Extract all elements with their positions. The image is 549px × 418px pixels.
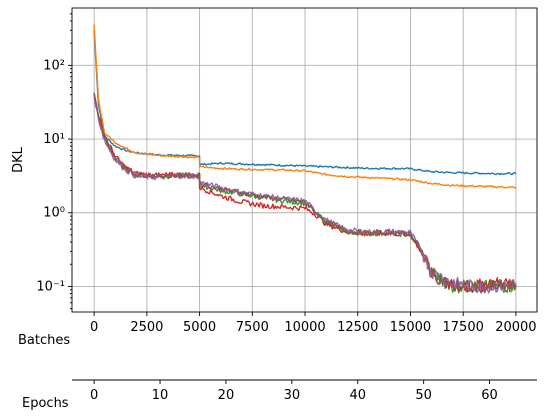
x-tick-label: 12500 (337, 320, 378, 335)
y-axis-label: DKL (11, 146, 26, 173)
epochs-tick-label: 0 (90, 388, 98, 403)
y-tick-label: 10⁻¹ (36, 279, 65, 294)
x-tick-label: 5000 (183, 320, 216, 335)
epochs-tick-label: 50 (415, 388, 432, 403)
series-line-2 (93, 24, 517, 189)
epochs-tick-label: 10 (152, 388, 169, 403)
x-tick-label: 2500 (130, 320, 163, 335)
x-axis-label-epochs: Epochs (22, 396, 69, 411)
epochs-tick-label: 30 (284, 388, 301, 403)
x-axis-label-batches: Batches (18, 333, 70, 348)
x-tick-label: 10000 (284, 320, 325, 335)
x-tick-label: 20000 (495, 320, 536, 335)
x-tick-label: 0 (90, 320, 98, 335)
x-tick-label: 15000 (390, 320, 431, 335)
grid (72, 8, 537, 312)
epochs-tick-label: 60 (481, 388, 498, 403)
y-tick-label: 10¹ (43, 132, 65, 147)
y-tick-label: 10² (43, 58, 65, 73)
epochs-tick-label: 40 (349, 388, 366, 403)
plot-frame (71, 7, 538, 313)
x-tick-label: 17500 (443, 320, 484, 335)
y-tick-label: 10⁰ (43, 206, 65, 221)
epochs-tick-label: 20 (218, 388, 235, 403)
axes: 0 2500 5000 7500 10000 12500 15000 17500 20000 10… (36, 7, 538, 403)
series-group (93, 24, 517, 294)
series-line-6 (93, 93, 517, 294)
x-tick-label: 7500 (236, 320, 269, 335)
